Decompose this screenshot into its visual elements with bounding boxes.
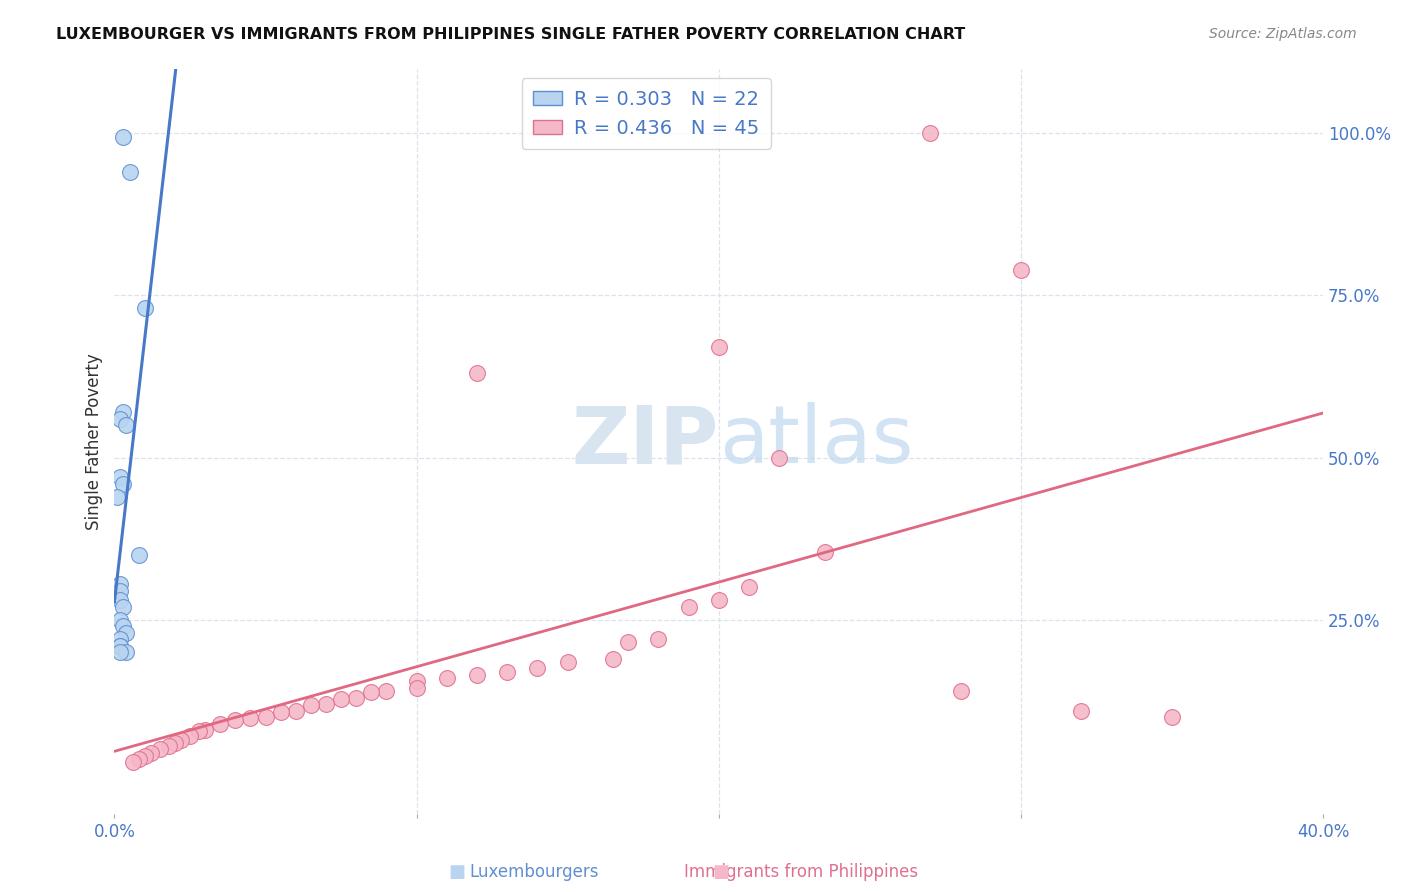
Point [224,713,246,727]
Point [110,411,132,425]
Point [110,577,132,591]
Point [405,674,427,689]
Point [436,671,458,685]
Point [465,668,488,682]
Point [112,619,135,633]
Text: Immigrants from Philippines: Immigrants from Philippines [685,863,918,881]
Point [139,746,162,760]
Point [188,724,211,739]
Point [375,684,398,698]
Point [768,450,790,465]
Point [1070,704,1092,718]
Point [110,639,132,653]
Point [110,470,132,484]
Point [157,739,180,754]
Point [121,756,143,770]
Point [115,625,138,640]
Point [239,711,262,725]
Point [465,367,488,381]
Text: Source: ZipAtlas.com: Source: ZipAtlas.com [1209,27,1357,41]
Point [330,691,353,706]
Text: ■: ■ [713,863,730,881]
Point [134,301,156,316]
Point [112,405,135,419]
Point [112,129,135,144]
Text: ZIP: ZIP [571,402,718,481]
Point [270,705,292,719]
Point [170,732,193,747]
Point [118,165,141,179]
Point [647,632,669,647]
Point [112,599,135,614]
Point [134,748,156,763]
Point [110,639,132,653]
Point [360,685,382,699]
Point [194,723,217,737]
Point [949,684,972,698]
Point [179,730,201,744]
Point [315,697,337,711]
Point [128,548,150,562]
Point [920,127,942,141]
Point [115,418,138,433]
Legend: R = 0.303   N = 22, R = 0.436   N = 45: R = 0.303 N = 22, R = 0.436 N = 45 [522,78,770,149]
Point [107,490,129,504]
Text: LUXEMBOURGER VS IMMIGRANTS FROM PHILIPPINES SINGLE FATHER POVERTY CORRELATION CH: LUXEMBOURGER VS IMMIGRANTS FROM PHILIPPI… [56,27,966,42]
Point [115,645,138,659]
Point [526,661,548,675]
Point [128,752,150,766]
Point [344,690,367,705]
Point [254,710,277,724]
Point [707,340,730,354]
Point [557,655,579,669]
Point [110,583,132,598]
Point [209,716,232,731]
Point [110,593,132,607]
Point [738,580,761,594]
Point [284,704,307,718]
Point [299,698,322,713]
Point [405,681,427,695]
Point [602,651,624,665]
Point [707,593,730,607]
Point [496,665,519,679]
Point [1161,710,1184,724]
Point [110,645,132,659]
Point [112,476,135,491]
Text: ■: ■ [449,863,465,881]
Point [110,613,132,627]
Text: Luxembourgers: Luxembourgers [470,863,599,881]
Point [617,635,640,649]
Point [110,632,132,647]
Point [163,736,186,750]
Y-axis label: Single Father Poverty: Single Father Poverty [86,353,103,530]
Point [678,599,700,614]
Text: atlas: atlas [718,402,912,481]
Point [1010,262,1032,277]
Point [149,742,172,756]
Point [813,544,835,558]
